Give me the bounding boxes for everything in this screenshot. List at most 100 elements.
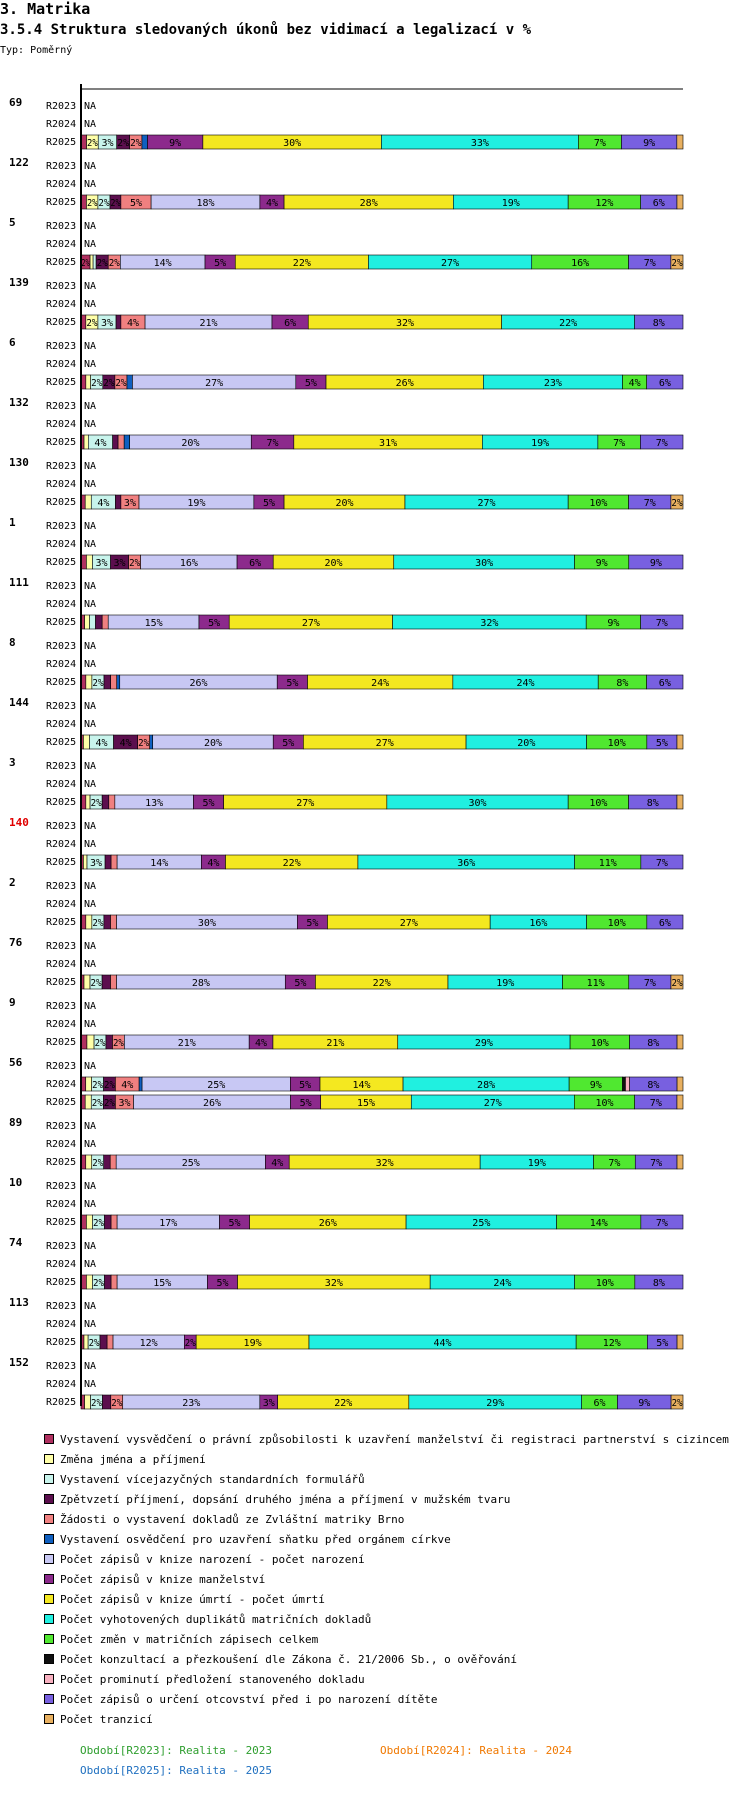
bar-value-label: 6% [284,318,296,329]
bar-value-label: 5% [282,738,294,749]
na-label: NA [84,1139,96,1150]
bar-value-label: 27% [376,738,394,749]
period-label: R2024 [46,419,76,430]
bar-segment [85,1154,93,1170]
bar-value-label: 19% [531,438,549,449]
bar-value-label: 8% [647,798,659,809]
na-label: NA [84,179,96,190]
bar-value-label: 2% [185,1338,196,1349]
legend-swatch [44,1614,54,1624]
na-label: NA [84,341,96,352]
bar-segment [108,794,116,810]
bar-value-label: 25% [207,1080,225,1091]
period-label: R2025 [46,737,76,748]
bar-value-label: 8% [647,1080,659,1091]
bar-value-label: 2% [91,1398,102,1409]
legend-item: Vystavení vysvědčení o právní způsobilos… [44,1432,729,1448]
period-label: R2025 [46,197,76,208]
bar-value-label: 2% [672,1398,683,1409]
bar-value-label: 5% [656,738,668,749]
period-label: R2024 [46,1019,76,1030]
legend-label: Počet tranzicí [60,1713,153,1726]
period-label: R2025 [46,917,76,928]
bar-value-label: 14% [590,1218,608,1229]
na-label: NA [84,641,96,652]
na-label: NA [84,239,96,250]
bar-segment [676,1034,684,1050]
legend-item: Počet vyhotovených duplikátů matričních … [44,1612,371,1628]
bar-value-label: 7% [650,1158,662,1169]
bar-value-label: 23% [544,378,562,389]
bar-segment [676,1154,684,1170]
bar-value-label: 2% [111,198,121,209]
bar-value-label: 32% [376,1158,394,1169]
bar-value-label: 9% [650,558,662,569]
bar-value-label: 6% [659,678,671,689]
bar-segment [99,1334,108,1350]
bar-value-label: 7% [644,498,656,509]
bar-value-label: 4% [207,858,219,869]
bar-segment [106,1334,114,1350]
legend-swatch [44,1654,54,1664]
na-label: NA [84,419,96,430]
bar-value-label: 24% [517,678,535,689]
period-label: R2025 [46,1277,76,1288]
bar-value-label: 2% [86,318,97,329]
bar-value-label: 16% [180,558,198,569]
bar-value-label: 26% [319,1218,337,1229]
bar-value-label: 2% [92,918,103,929]
legend-item: Zpětvzetí příjmení, dopsání druhého jmén… [44,1492,510,1508]
period-label: R2023 [46,1061,76,1072]
bar-value-label: 7% [644,258,656,269]
bar-value-label: 22% [283,858,301,869]
legend-label: Počet prominutí předložení stanoveného d… [60,1673,365,1686]
bar-value-label: 10% [596,1278,614,1289]
bar-value-label: 7% [613,438,625,449]
group-label: 111 [9,576,29,589]
bar-segment [670,494,684,510]
legend-item: Vystavení osvědčení pro uzavření sňatku … [44,1532,451,1548]
bar-value-label: 10% [608,918,626,929]
bar-value-label: 33% [471,138,489,149]
bar-value-label: 15% [357,1098,375,1109]
period-label: R2023 [46,1001,76,1012]
period-label: R2024 [46,239,76,250]
bar-segment [646,914,684,930]
bar-value-label: 13% [145,798,163,809]
bar-value-label: 30% [475,558,493,569]
bar-value-label: 5% [300,1098,312,1109]
bar-value-label: 9% [169,138,181,149]
bar-value-label: 2% [138,738,149,749]
legend-item: Počet zápisů v knize manželství [44,1572,265,1588]
legend-label: Počet zápisů o určení otcovství před i p… [60,1693,438,1706]
legend-swatch [44,1574,54,1584]
bar-value-label: 2% [91,378,102,389]
bar-segment [112,434,119,450]
group-label: 113 [9,1296,29,1309]
bar-value-label: 5% [286,678,298,689]
period-label: R2024 [46,1139,76,1150]
bar-segment [89,254,94,270]
bar-value-label: 9% [590,1080,602,1091]
bar-segment [101,614,109,630]
bar-value-label: 5% [294,978,306,989]
bar-value-label: 19% [528,1158,546,1169]
period-label: R2023 [46,941,76,952]
legend-item: Vystavení vícejazyčných standardních for… [44,1472,365,1488]
legend-label: Počet konzultací a přezkoušení dle Zákon… [60,1653,517,1666]
period-label: R2024 [46,719,76,730]
bar-segment [676,134,684,150]
period-label: R2024 [46,1379,76,1390]
bar-value-label: 32% [325,1278,343,1289]
bar-segment [105,1034,113,1050]
bar-value-label: 2% [671,498,682,509]
period-label: R2024 [46,479,76,490]
bar-value-label: 16% [529,918,547,929]
bar-segment [676,194,684,210]
bar-value-label: 7% [644,978,656,989]
period-label: R2023 [46,1181,76,1192]
group-label: 76 [9,936,23,949]
group-label: 8 [9,636,16,649]
bar-segment [138,1076,143,1092]
bar-value-label: 26% [189,678,207,689]
